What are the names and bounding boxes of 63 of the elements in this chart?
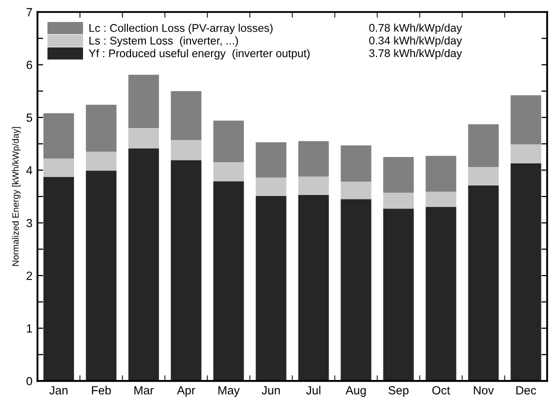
- legend-label: Lc : Collection Loss (PV-array losses): [89, 24, 273, 34]
- bar: [213, 120, 244, 162]
- x-tick-label: Oct: [432, 386, 450, 394]
- bar: [510, 163, 542, 381]
- y-tick-label: 4: [26, 166, 32, 174]
- bar: [170, 91, 202, 140]
- x-tick-label: Aug: [346, 386, 366, 397]
- bar: [298, 141, 329, 176]
- bar: [86, 152, 116, 171]
- bar: [170, 160, 202, 381]
- y-tick-label: 0: [26, 376, 32, 386]
- bar: [170, 140, 202, 160]
- annotation: 3.78 kWh/kWp/day: [369, 48, 462, 60]
- bar: [426, 207, 456, 381]
- bar: [298, 176, 329, 195]
- bar: [340, 199, 372, 381]
- x-tick-label: Feb: [92, 386, 111, 394]
- bar: [383, 192, 414, 209]
- legend-label: Ls : System Loss (inverter, ...): [89, 36, 238, 47]
- bar: [128, 148, 159, 381]
- bar: [256, 196, 286, 381]
- y-tick-label: 5: [26, 114, 32, 122]
- x-tick-label: Jan: [49, 386, 68, 394]
- bar: [256, 178, 286, 196]
- annotation: 0.34 kWh/kWp/day: [369, 36, 462, 47]
- x-tick-label: Mar: [134, 386, 154, 394]
- legend-label: Yf : Produced useful energy (inverter output): [88, 49, 310, 60]
- bar: [43, 113, 74, 159]
- bar: [213, 181, 244, 381]
- x-tick-label: Jul: [306, 386, 320, 394]
- y-tick-label: 3: [26, 218, 32, 228]
- bar: [426, 156, 456, 192]
- bar: [383, 156, 414, 193]
- y-tick-label: 1: [26, 324, 32, 333]
- bar: [128, 128, 159, 149]
- bar: [468, 166, 499, 186]
- bar: [256, 142, 286, 178]
- bar: [86, 104, 116, 152]
- x-tick-label: Dec: [516, 386, 536, 394]
- bar: [43, 176, 74, 381]
- bar: [340, 182, 372, 200]
- bar: [510, 95, 542, 144]
- bar: [340, 145, 372, 182]
- bar: [128, 74, 159, 128]
- y-axis-title: Normalized Energy [kWh/kWp/day]: [12, 127, 20, 266]
- annotation: 0.78 kWh/kWp/day: [369, 24, 462, 34]
- x-tick-label: Nov: [474, 386, 494, 394]
- bar: [86, 170, 116, 381]
- bar: [468, 185, 499, 381]
- y-tick-label: 2: [26, 272, 32, 280]
- bar: [383, 208, 414, 381]
- bar: [510, 144, 542, 164]
- x-tick-label: Apr: [176, 386, 196, 397]
- bar: [43, 158, 74, 177]
- bar: [213, 162, 244, 182]
- bar: [426, 192, 456, 208]
- x-tick-label: Sep: [388, 386, 408, 397]
- bar: [468, 124, 499, 167]
- y-tick-label: 7: [26, 8, 32, 16]
- x-tick-label: May: [218, 386, 240, 397]
- bar: [298, 194, 329, 381]
- x-tick-label: Jun: [262, 386, 280, 394]
- y-tick-label: 6: [26, 60, 32, 70]
